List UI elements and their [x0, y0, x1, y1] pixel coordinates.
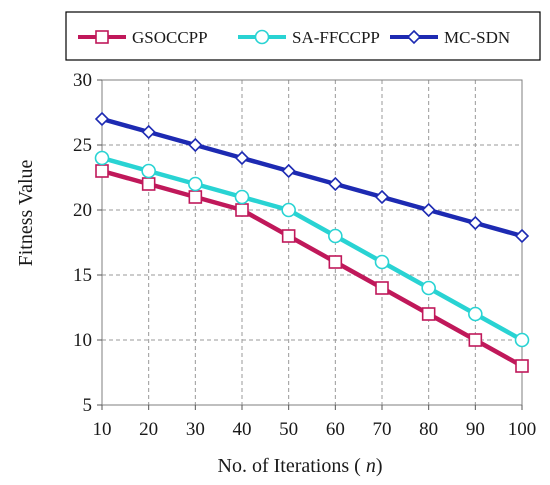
series-gsoccpp — [95, 164, 529, 373]
data-point-sa-ffccpp — [514, 332, 530, 348]
legend-marker-gsoccpp — [95, 30, 109, 44]
x-tick-label: 50 — [279, 419, 298, 440]
series-line-mc-sdn — [101, 116, 523, 239]
x-axis-label-variable: n — [366, 455, 376, 477]
data-point-mc-sdn — [234, 150, 250, 166]
data-point-sa-ffccpp — [421, 280, 436, 296]
data-point-gsoccpp — [468, 333, 483, 347]
x-tick-label: 30 — [186, 419, 205, 440]
data-point-sa-ffccpp — [94, 150, 110, 166]
legend-label-sa-ffccpp: SA-FFCCPP — [292, 28, 380, 47]
data-point-gsoccpp — [375, 281, 389, 295]
data-point-gsoccpp — [328, 255, 343, 269]
legend-label-mc-sdn: MC-SDN — [444, 28, 510, 47]
x-tick-label: 20 — [139, 419, 158, 440]
legend-item-mc-sdn: MC-SDN — [390, 28, 510, 47]
data-point-mc-sdn — [468, 215, 483, 231]
legend-marker-mc-sdn — [406, 29, 422, 45]
x-tick-label: 60 — [326, 419, 345, 440]
y-tick-label: 30 — [73, 70, 92, 91]
x-tick-label: 70 — [373, 419, 392, 440]
x-tick-label: 40 — [233, 419, 252, 440]
data-point-mc-sdn — [188, 137, 203, 153]
series-line-gsoccpp — [101, 168, 524, 368]
grid — [101, 79, 523, 406]
data-point-gsoccpp — [141, 177, 156, 191]
data-point-mc-sdn — [281, 163, 296, 179]
data-point-mc-sdn — [328, 176, 343, 192]
y-tick-label: 25 — [73, 135, 92, 156]
series-group — [94, 111, 530, 373]
x-tick-label: 80 — [419, 419, 438, 440]
x-tick-label: 90 — [466, 419, 485, 440]
y-tick-label: 5 — [83, 395, 93, 416]
legend-box — [65, 11, 541, 61]
x-tick-label: 10 — [93, 419, 112, 440]
data-point-sa-ffccpp — [374, 254, 390, 270]
y-tick-label: 20 — [73, 200, 92, 221]
x-axis-label: No. of Iterations ( n) — [218, 455, 383, 477]
legend-item-sa-ffccpp: SA-FFCCPP — [238, 28, 380, 47]
data-point-mc-sdn — [94, 111, 110, 127]
y-axis-label: Fitness Value — [15, 159, 37, 266]
data-point-sa-ffccpp — [141, 163, 156, 179]
legend: GSOCCPP SA-FFCCPP MC-SDN — [65, 11, 541, 61]
data-point-gsoccpp — [95, 164, 109, 178]
x-axis-label-text: No. of Iterations ( — [218, 455, 362, 477]
data-point-sa-ffccpp — [328, 228, 343, 244]
legend-marker-sa-ffccpp — [254, 29, 270, 45]
plot-frame — [101, 79, 523, 406]
data-point-gsoccpp — [421, 307, 436, 321]
data-point-gsoccpp — [515, 359, 529, 373]
data-point-gsoccpp — [235, 203, 249, 217]
data-point-sa-ffccpp — [188, 176, 203, 192]
legend-item-gsoccpp: GSOCCPP — [78, 28, 208, 47]
data-point-sa-ffccpp — [234, 189, 250, 205]
series-line-sa-ffccpp — [101, 155, 524, 342]
data-point-mc-sdn — [141, 124, 156, 140]
data-point-sa-ffccpp — [281, 202, 296, 218]
data-point-mc-sdn — [374, 189, 390, 205]
x-axis-label-tail: ) — [376, 455, 383, 477]
data-point-mc-sdn — [514, 228, 530, 244]
legend-label-gsoccpp: GSOCCPP — [132, 28, 208, 47]
x-tick-label: 100 — [508, 419, 537, 440]
data-point-gsoccpp — [281, 229, 296, 243]
series-sa-ffccpp — [94, 150, 530, 348]
data-point-gsoccpp — [188, 190, 203, 204]
y-tick-label: 10 — [73, 330, 92, 351]
data-point-sa-ffccpp — [468, 306, 483, 322]
series-mc-sdn — [94, 111, 530, 244]
y-tick-label: 15 — [73, 265, 92, 286]
data-point-mc-sdn — [421, 202, 436, 218]
